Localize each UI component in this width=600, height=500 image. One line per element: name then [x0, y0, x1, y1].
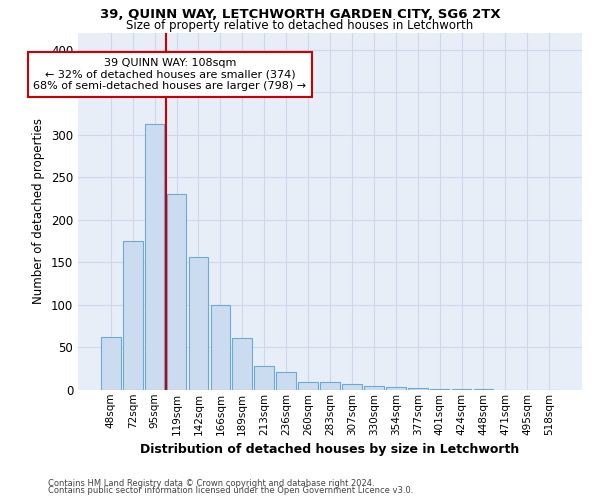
- Bar: [320, 382, 340, 390]
- Bar: [473, 389, 493, 390]
- Bar: [276, 372, 296, 390]
- Text: Size of property relative to detached houses in Letchworth: Size of property relative to detached ho…: [127, 19, 473, 32]
- Bar: [386, 388, 406, 390]
- Bar: [145, 124, 164, 390]
- Bar: [364, 386, 384, 390]
- Text: 39, QUINN WAY, LETCHWORTH GARDEN CITY, SG6 2TX: 39, QUINN WAY, LETCHWORTH GARDEN CITY, S…: [100, 8, 500, 20]
- Bar: [254, 366, 274, 390]
- Bar: [211, 305, 230, 390]
- Bar: [167, 194, 187, 390]
- Y-axis label: Number of detached properties: Number of detached properties: [32, 118, 46, 304]
- Bar: [123, 241, 143, 390]
- Bar: [188, 257, 208, 390]
- Bar: [430, 389, 449, 390]
- Text: Contains public sector information licensed under the Open Government Licence v3: Contains public sector information licen…: [48, 486, 413, 495]
- Text: 39 QUINN WAY: 108sqm
← 32% of detached houses are smaller (374)
68% of semi-deta: 39 QUINN WAY: 108sqm ← 32% of detached h…: [34, 58, 307, 91]
- Text: Contains HM Land Registry data © Crown copyright and database right 2024.: Contains HM Land Registry data © Crown c…: [48, 478, 374, 488]
- Bar: [101, 337, 121, 390]
- Bar: [452, 389, 472, 390]
- Bar: [232, 338, 252, 390]
- Bar: [408, 388, 428, 390]
- Bar: [342, 384, 362, 390]
- X-axis label: Distribution of detached houses by size in Letchworth: Distribution of detached houses by size …: [140, 443, 520, 456]
- Bar: [298, 382, 318, 390]
